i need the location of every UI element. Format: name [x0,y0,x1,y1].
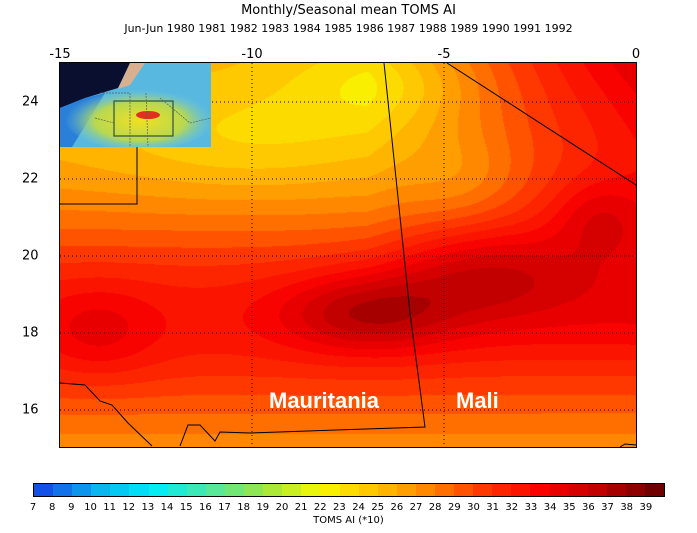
colorbar-level-label: 24 [352,502,365,513]
colorbar-swatch [72,484,92,496]
colorbar-level-label: 22 [313,502,327,513]
lat-tick: 22 [22,171,39,187]
colorbar-swatch [549,484,569,496]
colorbar-swatch [587,484,607,496]
colorbar [33,483,665,497]
country-borders [60,63,636,447]
colorbar-level-label: 14 [160,502,174,513]
colorbar-swatch [625,484,645,496]
colorbar-title: TOMS AI (*10) [313,515,384,526]
colorbar-level-label: 39 [639,502,653,513]
colorbar-level-label: 21 [294,502,308,513]
colorbar-swatch [645,484,665,496]
colorbar-level-label: 8 [48,502,56,513]
colorbar-swatch [263,484,283,496]
colorbar-swatch [244,484,264,496]
colorbar-level-label: 7 [29,502,37,513]
colorbar-level-label: 38 [620,502,634,513]
colorbar-level-label: 15 [179,502,193,513]
colorbar-swatch [511,484,531,496]
colorbar-level-label: 25 [371,502,385,513]
colorbar-level-label: 23 [333,502,346,513]
lon-tick: 0 [631,47,641,62]
colorbar-swatch [282,484,302,496]
lon-tick: -15 [49,47,71,62]
colorbar-level-label: 27 [409,502,423,513]
colorbar-level-label: 18 [237,502,251,513]
colorbar-swatch [301,484,321,496]
colorbar-level-label: 29 [447,502,461,513]
colorbar-swatch [186,484,206,496]
colorbar-level-label: 36 [582,502,595,513]
lat-tick: 24 [22,94,39,110]
colorbar-level-label: 16 [198,502,212,513]
colorbar-swatch [53,484,73,496]
colorbar-swatch [606,484,626,496]
colorbar-swatch [396,484,416,496]
colorbar-swatch [91,484,111,496]
colorbar-swatch [339,484,359,496]
colorbar-level-label: 34 [543,502,557,513]
satellite-inset-image [60,63,211,147]
colorbar-level-label: 31 [486,502,499,513]
colorbar-swatch [110,484,130,496]
colorbar-level-label: 11 [103,502,116,513]
lat-tick: 16 [22,402,39,418]
colorbar-level-label: 10 [84,502,97,513]
colorbar-level-label: 9 [68,502,75,513]
chart-title: Monthly/Seasonal mean TOMS AI [241,3,456,18]
map-plot-area: Mauritania Mali [59,62,637,448]
colorbar-level-label: 20 [275,502,289,513]
country-label-mauritania: Mauritania [269,388,380,413]
country-label-mali: Mali [456,388,499,413]
colorbar-swatch [129,484,149,496]
colorbar-swatch [224,484,245,496]
lon-tick: -5 [437,47,451,62]
colorbar-level-label: 13 [141,502,155,513]
colorbar-swatch [34,484,54,496]
colorbar-swatch [415,484,435,496]
colorbar-swatch [473,484,493,496]
colorbar-level-label: 32 [505,502,519,513]
colorbar-swatch [167,484,187,496]
colorbar-level-label: 17 [218,502,231,513]
colorbar-level-label: 35 [562,502,576,513]
colorbar-swatch [320,484,340,496]
colorbar-level-label: 37 [601,502,614,513]
colorbar-swatch [377,484,397,496]
colorbar-swatch [434,484,455,496]
colorbar-level-label: 12 [122,502,136,513]
colorbar-level-label: 28 [428,502,442,513]
colorbar-swatch [492,484,512,496]
colorbar-swatch [454,484,474,496]
lat-tick: 18 [22,325,39,341]
colorbar-swatch [568,484,588,496]
colorbar-level-label: 26 [390,502,404,513]
colorbar-level-label: 19 [256,502,270,513]
colorbar-swatch [205,484,225,496]
colorbar-swatch [530,484,550,496]
lon-tick: -10 [241,47,263,62]
lat-tick: 20 [22,248,39,264]
colorbar-level-label: 30 [467,502,480,513]
chart-subtitle: Jun-Jun 1980 1981 1982 1983 1984 1985 19… [124,22,573,35]
colorbar-swatch [358,484,378,496]
colorbar-swatch [148,484,168,496]
colorbar-level-label: 33 [524,502,538,513]
